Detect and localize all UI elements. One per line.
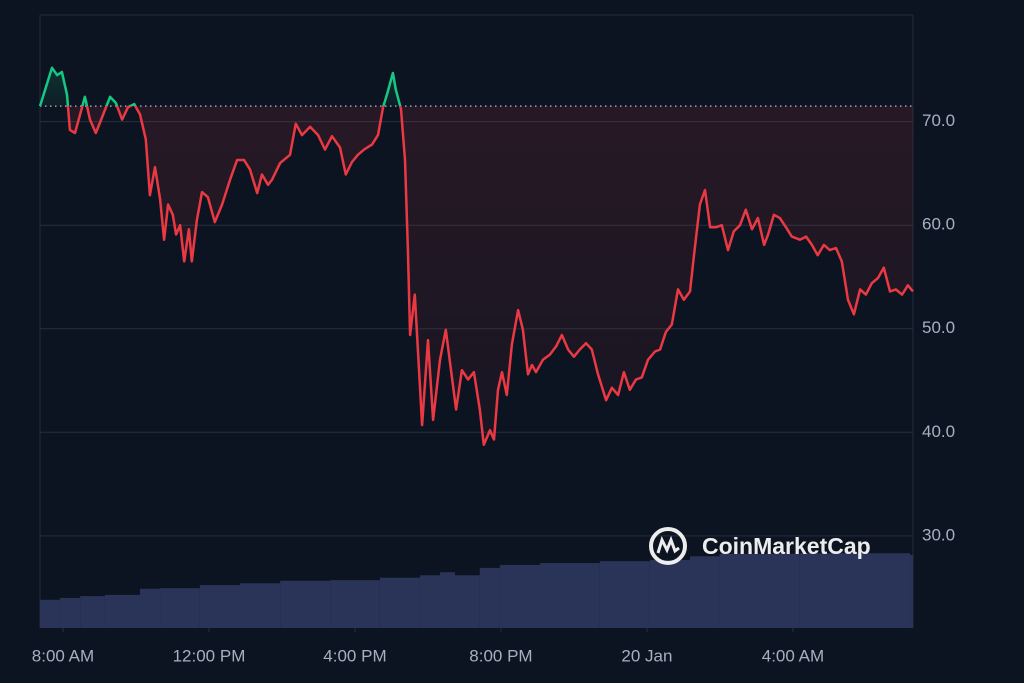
volume-bar bbox=[440, 572, 455, 628]
volume-bar bbox=[910, 555, 913, 628]
watermark-text: CoinMarketCap bbox=[702, 533, 871, 559]
volume-bar bbox=[799, 553, 911, 628]
volume-bar bbox=[690, 556, 720, 628]
logo-wave bbox=[656, 535, 680, 554]
x-tick-label: 4:00 PM bbox=[323, 646, 386, 665]
y-tick-label: 70.0 bbox=[922, 111, 955, 130]
volume-bar bbox=[479, 567, 500, 628]
x-tick-label: 20 Jan bbox=[621, 646, 672, 665]
volume-bar bbox=[719, 553, 800, 628]
volume-bar bbox=[599, 561, 650, 628]
volume-bar bbox=[80, 596, 105, 628]
y-tick-label: 50.0 bbox=[922, 318, 955, 337]
watermark: CoinMarketCap bbox=[649, 527, 871, 565]
y-tick-label: 60.0 bbox=[922, 215, 955, 234]
logo-ring bbox=[649, 527, 687, 565]
volume-bar bbox=[199, 585, 241, 628]
volume-bar bbox=[160, 588, 200, 628]
volume-bar bbox=[454, 575, 480, 628]
x-tick-label: 12:00 PM bbox=[173, 646, 246, 665]
volume-bar bbox=[649, 559, 691, 628]
volume-bar bbox=[140, 588, 161, 628]
volume-bar bbox=[240, 583, 281, 628]
volume-bar bbox=[330, 580, 380, 628]
price-area bbox=[40, 67, 913, 445]
volume-bar bbox=[499, 564, 541, 628]
volume-bar bbox=[60, 597, 81, 628]
price-line bbox=[38, 66, 914, 446]
x-tick-label: 8:00 AM bbox=[32, 646, 94, 665]
volume-bar bbox=[419, 575, 441, 628]
y-tick-label: 40.0 bbox=[922, 422, 955, 441]
x-tick-label: 4:00 AM bbox=[762, 646, 824, 665]
volume-bar bbox=[540, 563, 600, 628]
volume-bar bbox=[379, 577, 420, 628]
x-tick-label: 8:00 PM bbox=[469, 646, 532, 665]
volume-bar bbox=[104, 594, 141, 628]
y-tick-label: 30.0 bbox=[922, 525, 955, 544]
volume-bar bbox=[280, 580, 331, 628]
volume-bar bbox=[40, 599, 61, 628]
